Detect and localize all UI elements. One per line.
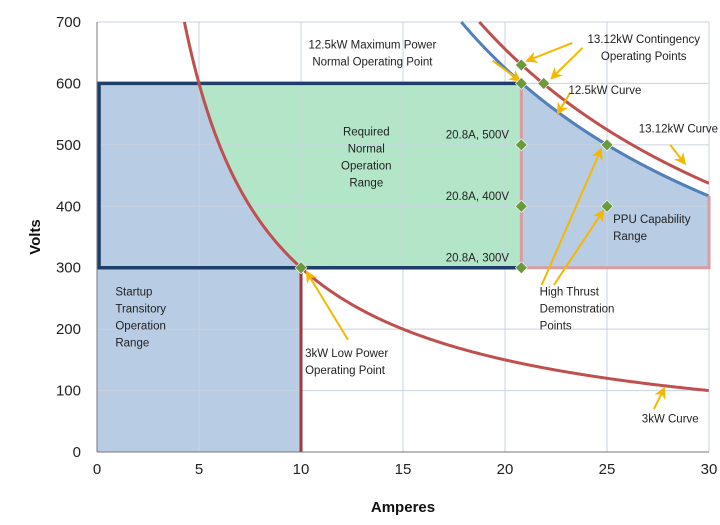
y-tick-label: 400 (56, 198, 81, 215)
arrow-contingency-2 (550, 47, 584, 80)
annot-13-12kw-contingency-line: Operating Points (601, 51, 687, 63)
series-13-12kw-curve (478, 20, 710, 185)
annot-12-5kw-max-power-line: Normal Operating Point (312, 56, 433, 68)
normal-operation-frame (97, 81, 522, 270)
annot-high-thrust: High Thrust Demonstration Points (540, 286, 615, 332)
y-tick-label: 500 (56, 137, 81, 154)
annot-startup-line: Operation (115, 320, 166, 332)
annot-ppu-capability-line: PPU Capability (613, 214, 691, 226)
annot-3kw-low-power: 3kW Low Power Operating Point (305, 348, 388, 377)
annot-13-12kw-contingency: 13.12kW Contingency Operating Points (587, 34, 700, 63)
y-tick-label: 700 (56, 14, 81, 31)
points-layer (294, 58, 614, 275)
y-tick-label: 600 (56, 75, 81, 92)
ppu-range-frame (519, 83, 711, 270)
curves-layer (182, 20, 710, 393)
annot-13-12kw-contingency-line: 13.12kW Contingency (587, 34, 700, 46)
annot-startup: Startup Transitory Operation Range (115, 286, 166, 349)
point-high-thrust-demonstration-point-2 (600, 199, 614, 213)
region-ppu-capability-range (521, 83, 709, 268)
arrow-12-5kw-max-power (492, 59, 522, 82)
annot-3kw-curve-line: 3kW Curve (642, 414, 699, 426)
annot-required-normal: Required Normal Operation Range (341, 127, 392, 190)
annot-12-5kw-max-power-line: 12.5kW Maximum Power (308, 39, 436, 51)
arrows-layer (305, 41, 686, 410)
annot-3kw-low-power-line: Operating Point (305, 365, 386, 377)
annot-12-5kw-curve-line: 12.5kW Curve (569, 85, 642, 97)
annot-20-8a-300v: 20.8A, 300V (446, 253, 510, 265)
arrow-3kw-curve (653, 386, 666, 410)
x-tick-label: 10 (293, 461, 310, 478)
annot-required-normal-line: Normal (348, 144, 385, 156)
annot-ppu-capability-line: Range (613, 231, 647, 243)
y-tick-label: 200 (56, 321, 81, 338)
region-required-normal-operation-range (199, 83, 522, 268)
x-tick-label: 0 (93, 461, 101, 478)
point-20-8a-300v (514, 261, 528, 275)
point-20-8a-500v (514, 138, 528, 152)
annot-required-normal-line: Range (349, 178, 383, 190)
annot-20-8a-400v-line: 20.8A, 400V (446, 191, 510, 203)
point-13-12kw-contingency-operating-point-1 (514, 58, 528, 72)
y-tick-label: 0 (73, 444, 81, 461)
annot-20-8a-500v-line: 20.8A, 500V (446, 130, 510, 142)
x-tick-label: 30 (701, 461, 718, 478)
series-3kw-curve (182, 21, 709, 393)
annot-ppu-capability: PPU Capability Range (613, 214, 691, 243)
series-12-5kw-curve (460, 21, 709, 198)
regions-layer (97, 83, 709, 452)
annot-13-12kw-curve-line: 13.12kW Curve (639, 124, 718, 136)
point-3kw-low-power-operating-point (294, 261, 308, 275)
arrow-high-thrust-2 (553, 209, 605, 286)
y-tick-label: 100 (56, 383, 81, 400)
point-12-5kw-maximum-power-normal-operating-point (514, 77, 528, 90)
point-20-8a-400v (514, 199, 528, 213)
annot-high-thrust-line: Demonstration (540, 303, 615, 315)
annot-20-8a-400v: 20.8A, 400V (446, 191, 510, 203)
y-axis-label: Volts (27, 219, 44, 255)
annot-startup-line: Transitory (115, 303, 166, 315)
x-axis-label: Amperes (371, 499, 435, 516)
arrow-12-5kw-curve (556, 92, 572, 115)
y-tick-label: 300 (56, 260, 81, 277)
annot-3kw-curve: 3kW Curve (642, 414, 699, 426)
annot-required-normal-line: Operation (341, 161, 392, 173)
annot-12-5kw-max-power: 12.5kW Maximum Power Normal Operating Poi… (308, 39, 436, 68)
arrow-13-12kw-curve (669, 144, 686, 166)
arrow-3kw-low-power (305, 270, 349, 341)
x-tick-label: 15 (395, 461, 412, 478)
annotations-layer: 12.5kW Maximum Power Normal Operating Poi… (115, 34, 718, 426)
annot-20-8a-300v-line: 20.8A, 300V (446, 253, 510, 265)
annot-high-thrust-line: High Thrust (540, 286, 600, 298)
annot-high-thrust-line: Points (540, 320, 572, 332)
annot-required-normal-line: Required (343, 127, 390, 139)
annot-13-12kw-curve: 13.12kW Curve (639, 124, 718, 136)
annot-20-8a-500v: 20.8A, 500V (446, 130, 510, 142)
annot-3kw-low-power-line: 3kW Low Power (305, 348, 388, 360)
point-13-12kw-contingency-operating-point-2 (537, 77, 551, 90)
x-tick-label: 20 (497, 461, 514, 478)
arrow-contingency-1 (525, 41, 573, 63)
annot-12-5kw-curve: 12.5kW Curve (569, 85, 642, 97)
arrow-high-thrust-1 (540, 147, 603, 286)
x-tick-label: 5 (195, 461, 203, 478)
x-tick-label: 25 (599, 461, 616, 478)
annot-startup-line: Startup (115, 286, 152, 298)
point-high-thrust-demonstration-point-1 (600, 138, 614, 152)
annot-startup-line: Range (115, 337, 149, 349)
